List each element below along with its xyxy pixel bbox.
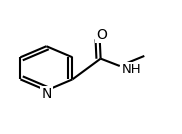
- Text: O: O: [96, 28, 107, 42]
- Text: NH: NH: [122, 63, 141, 76]
- Text: N: N: [41, 88, 52, 101]
